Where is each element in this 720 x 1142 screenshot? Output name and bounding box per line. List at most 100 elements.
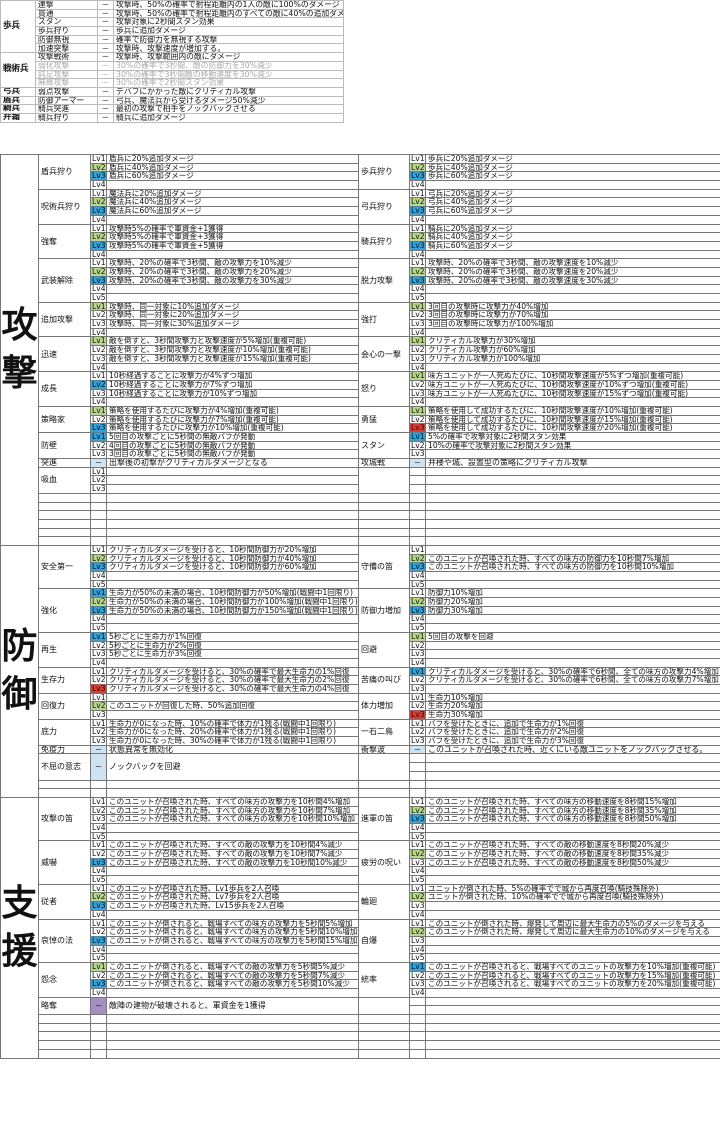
skill-description: 30%の確率で2秒間スタン効果 xyxy=(113,78,344,88)
level-label xyxy=(409,996,426,1007)
level-label: Lv3 xyxy=(409,319,426,329)
level-description: 攻撃時、20%の確率で3秒間、敵の攻撃速度を10%減少 xyxy=(425,258,720,268)
skill-name: 衝撃波 xyxy=(358,744,410,755)
level-description xyxy=(425,544,720,555)
level-label: Lv1 xyxy=(409,371,426,381)
level-label: Lv1 xyxy=(90,918,107,929)
level-description: 4回目の攻撃ごとに5秒間の無敵バフが発動 xyxy=(106,440,359,451)
empty-cell xyxy=(425,518,720,529)
skill-row xyxy=(1,1014,720,1024)
empty-cell xyxy=(38,510,91,520)
level-label: Lv5 xyxy=(90,293,107,303)
level-description: 騎兵に40%追加ダメージ xyxy=(425,232,720,242)
unit-type: 弁霜 xyxy=(0,112,36,123)
level-description xyxy=(425,579,720,590)
level-description xyxy=(425,657,720,668)
level-label: Lv1 xyxy=(90,961,107,972)
level-description xyxy=(106,657,359,668)
summary-row: 貫通－攻撃時、50%の確率で射程距離内のすべての敵に40%の追加ダメージ xyxy=(1,8,344,19)
level-label: Lv2 xyxy=(90,310,107,321)
empty-cell xyxy=(425,1014,720,1024)
skill-name: 吸血 xyxy=(38,466,91,494)
skill-row: 呪術兵狩り Lv1 魔法兵に20%追加ダメージ 弓兵狩り Lv1 弓兵に20%追加ダメージ xyxy=(1,188,720,225)
skill-row xyxy=(1,779,720,790)
empty-cell xyxy=(90,518,107,529)
level-label: Lv3 xyxy=(409,901,426,911)
level-description: 攻撃時、20%の確率で3秒間、敵の攻撃速度を30%減少 xyxy=(425,275,720,286)
level-description: このユニットが召喚された時、すべての敵の攻撃力を10秒間7%減少 xyxy=(106,849,359,859)
category-label: 防御 xyxy=(0,544,39,798)
empty-cell xyxy=(106,527,359,538)
level-description xyxy=(106,822,359,833)
level-label: Lv4 xyxy=(409,822,426,833)
level-label: Lv4 xyxy=(90,614,107,625)
level-description: 3回目の攻撃時に攻撃力が100%増加 xyxy=(425,319,720,329)
skill-name: スタン xyxy=(35,17,98,28)
empty-cell xyxy=(106,510,359,520)
level-description: クリティカルダメージを受けると、30%の確率で6秒間、全ての味方の攻撃力7%増加 xyxy=(425,675,720,685)
skill-name: 騎兵狩り xyxy=(358,223,410,260)
level-label: Lv1 xyxy=(409,336,426,347)
empty-cell xyxy=(409,536,426,546)
level-label: Lv1 xyxy=(409,154,426,164)
empty-cell xyxy=(425,779,720,790)
level-label: Lv1 xyxy=(409,188,426,199)
level-label: Lv1 xyxy=(90,631,107,642)
level-label: Lv3 xyxy=(90,649,107,659)
skill-row: 怨念 Lv1 このユニットが倒されると、戦場すべての敵の攻撃力を5秒間5%減少 統率 L… xyxy=(1,961,720,998)
level-label: Lv5 xyxy=(90,579,107,590)
level-label: Lv1 xyxy=(90,188,107,199)
dash: － xyxy=(97,112,114,123)
level-label: Lv3 xyxy=(90,562,107,572)
level-label: Lv1 xyxy=(409,918,426,929)
skill-name: 防御アーマー xyxy=(35,95,98,106)
level-label: Lv2 xyxy=(90,553,107,564)
level-description: 攻撃時、同一対象に10%追加ダメージ xyxy=(106,301,359,312)
level-label: Lv4 xyxy=(90,180,107,190)
level-description xyxy=(425,284,720,294)
level-label: Lv3 xyxy=(409,240,426,251)
unit-skill-summary: 歩兵 連撃－攻撃時、50%の確率で射程距離内の1人の敵に100%のダメージ 貫通－攻… xyxy=(0,0,344,123)
level-description: 騎兵に60%追加ダメージ xyxy=(425,240,720,251)
level-description: 味方ユニットが一人死ぬたびに、10秒間攻撃速度が5%ずつ増加(重複可能) xyxy=(425,371,720,381)
empty-cell xyxy=(38,501,91,512)
level-description: 5%の確率で攻撃対象に2秒間スタン効果 xyxy=(425,432,720,442)
level-description xyxy=(425,640,720,651)
level-description: 盾兵に20%追加ダメージ xyxy=(106,154,359,164)
level-description: 10秒経過することに攻撃力が7%ずつ増加 xyxy=(106,379,359,390)
level-description: 攻撃時、20%の確率で3秒間、敵の攻撃力を20%減少 xyxy=(106,266,359,277)
skill-row: 略奪－敵陣の建物が破壊されると、軍資金を1獲得 xyxy=(1,996,720,1016)
level-label: Lv4 xyxy=(90,822,107,833)
level-label: Lv1 xyxy=(90,588,107,599)
level-label: Lv3 xyxy=(90,857,107,868)
level-description: このユニットが召喚された時、すべての敵の移動速度を8秒間35%減少 xyxy=(425,849,720,859)
skill-name: 回避 xyxy=(358,631,410,668)
empty-cell xyxy=(38,1031,91,1042)
level-description: 敵を倒すと、3秒間攻撃力と攻撃速度が15%増加(重複可能) xyxy=(106,353,359,364)
summary-row: 加速突撃－攻撃時、攻撃速度が増加する。 xyxy=(1,43,344,54)
level-label: Lv3 xyxy=(90,979,107,989)
level-label: Lv3 xyxy=(409,171,426,182)
skill-name: 貫通 xyxy=(35,8,98,19)
empty-cell xyxy=(358,518,410,529)
level-label: Lv5 xyxy=(90,875,107,885)
level-description: このユニットが倒されると、戦場すべての敵の攻撃力を5秒間7%減少 xyxy=(106,970,359,981)
level-label: Lv5 xyxy=(90,831,107,842)
level-description xyxy=(425,953,720,963)
skill-name: 追加攻撃 xyxy=(38,301,91,338)
dash: － xyxy=(97,95,114,106)
skill-name: 攻撃戦術 xyxy=(35,52,98,62)
level-description: このユニットが倒された時、爆発して周辺に最大生命力の10%のダメージを与える xyxy=(425,927,720,937)
level-description xyxy=(425,909,720,920)
skill-description: 敵陣の建物が破壊されると、軍資金を1獲得 xyxy=(106,996,359,1016)
level-description: 騎兵に20%追加ダメージ xyxy=(425,223,720,234)
empty-cell xyxy=(409,492,426,503)
level-label: Lv1 xyxy=(90,544,107,555)
level-description: このユニットが召喚された時、すべての敵の移動速度を8秒間50%減少 xyxy=(425,857,720,868)
skill-row xyxy=(1,527,720,538)
level-label xyxy=(409,1005,426,1016)
level-label: Lv2 xyxy=(409,440,426,451)
level-label: Lv3 xyxy=(90,484,107,494)
dash: － xyxy=(97,43,114,54)
empty-cell xyxy=(409,1040,426,1050)
